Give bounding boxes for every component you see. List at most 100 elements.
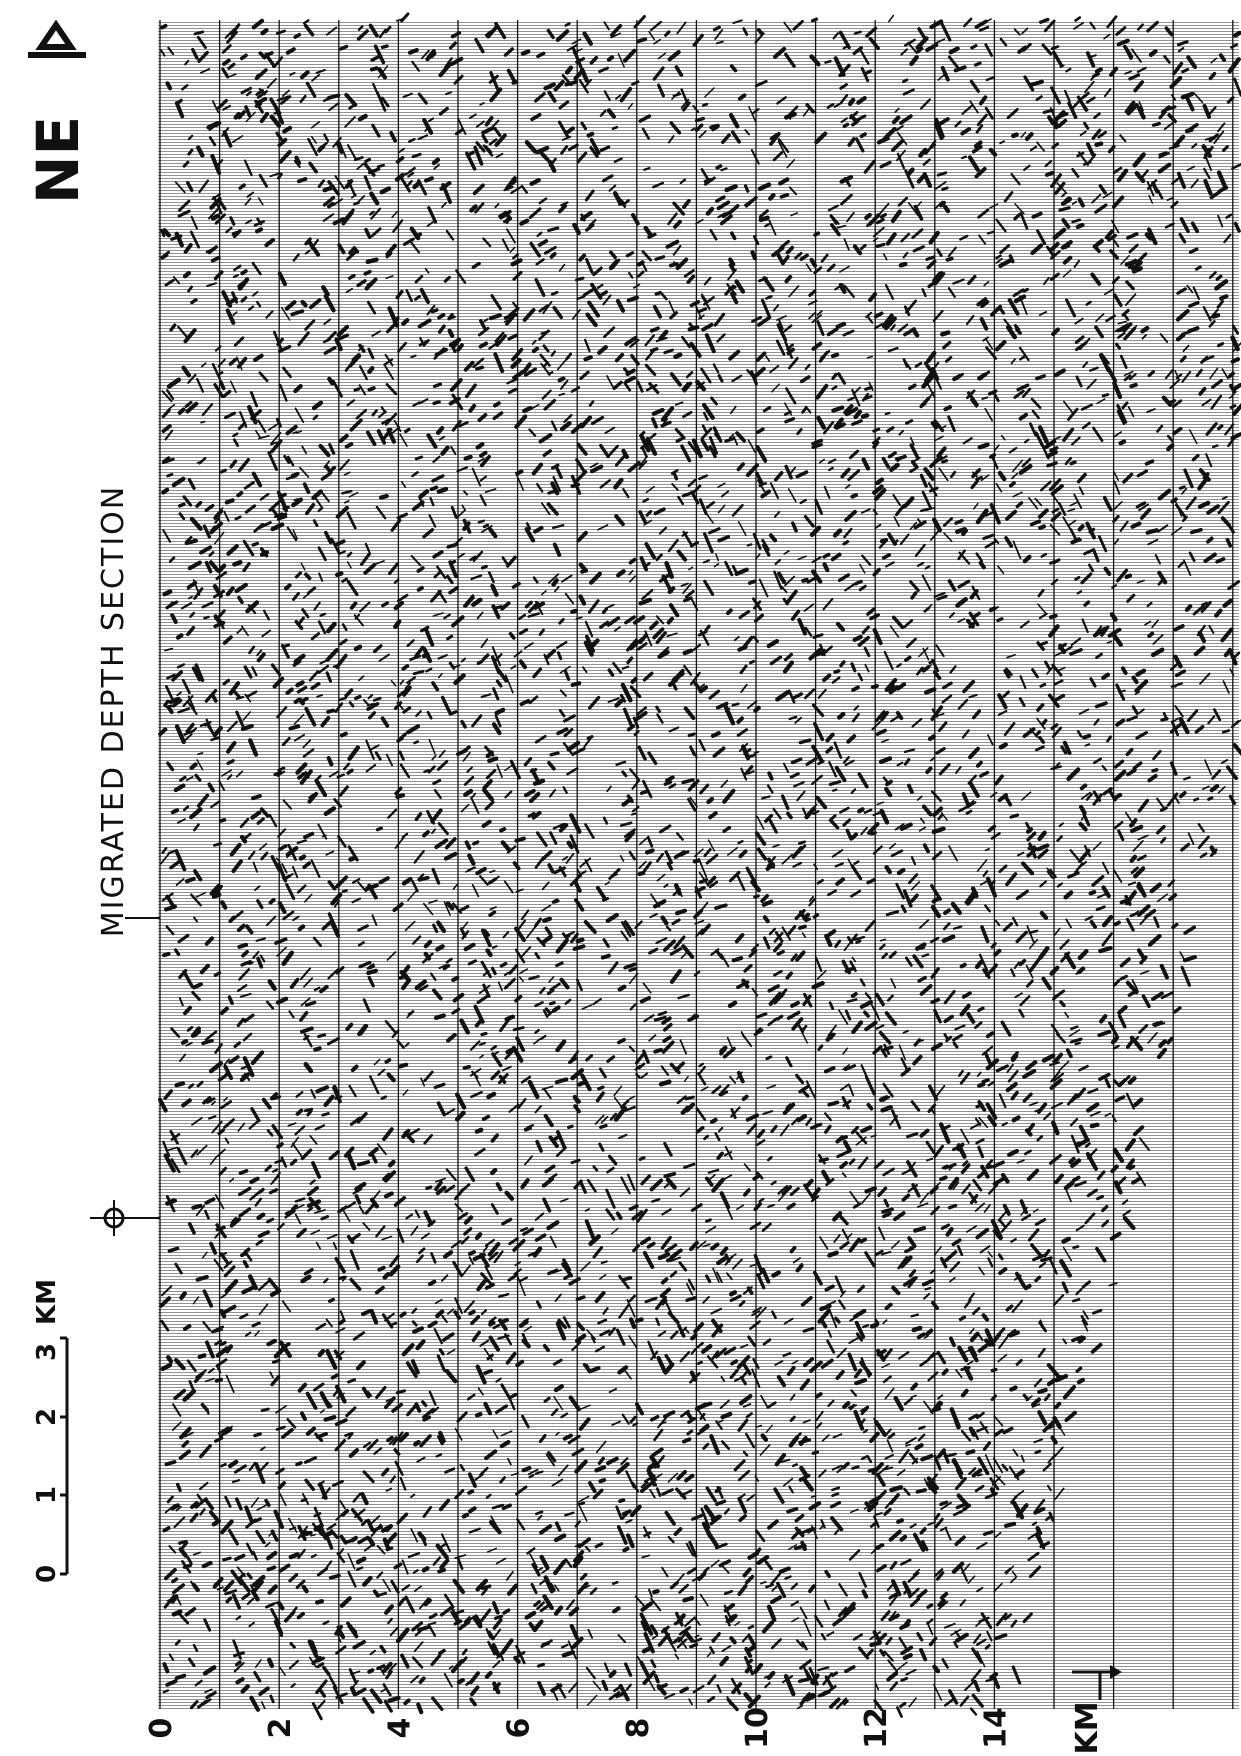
reflection [227, 1598, 230, 1601]
reflection [236, 517, 240, 519]
reflection [611, 1672, 615, 1676]
reflection [1084, 736, 1089, 738]
reflection [945, 407, 950, 409]
reflection [844, 542, 848, 544]
reflection [914, 1328, 921, 1330]
reflection [600, 1480, 604, 1481]
reflection [697, 118, 704, 120]
reflection [434, 160, 438, 163]
reflection [350, 858, 353, 859]
reflection [237, 1679, 242, 1682]
reflection [295, 35, 299, 37]
reflection [572, 611, 575, 612]
reflection [213, 258, 219, 261]
reflection [501, 829, 504, 831]
reflection [1085, 744, 1089, 745]
reflection [451, 562, 454, 564]
reflection [926, 689, 934, 692]
reflection [748, 544, 752, 545]
reflection [788, 813, 791, 817]
reflection [352, 1688, 355, 1694]
reflection [620, 1500, 624, 1501]
reflection [866, 71, 871, 73]
reflection [383, 603, 387, 606]
reflection [644, 1649, 649, 1652]
reflection [707, 1220, 711, 1221]
reflection [738, 718, 742, 721]
reflection [749, 1626, 753, 1628]
reflection [435, 384, 441, 386]
reflection [459, 1680, 463, 1682]
reflection [691, 1645, 697, 1647]
reflection [415, 1442, 418, 1444]
reflection [403, 320, 407, 324]
reflection [263, 30, 267, 33]
reflection [365, 272, 370, 274]
reflection [1073, 1299, 1079, 1301]
reflection [898, 1520, 902, 1522]
reflection [708, 799, 712, 802]
reflection [1090, 529, 1093, 532]
reflection [981, 563, 984, 568]
reflection [585, 357, 590, 359]
reflection [251, 1179, 257, 1182]
reflection [198, 1277, 207, 1280]
reflection [553, 900, 557, 902]
reflection [180, 1542, 186, 1544]
reflection [861, 1240, 865, 1242]
reflection [424, 1568, 428, 1570]
reflection [469, 1491, 472, 1493]
reflection [995, 951, 999, 955]
reflection [821, 1306, 829, 1309]
reflection [740, 95, 744, 98]
reflection [941, 1177, 946, 1179]
reflection [323, 1113, 329, 1115]
reflection [353, 1067, 357, 1071]
reflection [881, 215, 885, 218]
reflection [450, 331, 453, 336]
reflection [829, 1253, 836, 1256]
reflection [490, 1323, 493, 1325]
reflection [770, 195, 773, 198]
reflection [238, 493, 241, 496]
reflection [226, 1429, 231, 1432]
reflection [661, 1082, 669, 1085]
reflection [478, 444, 483, 447]
reflection [902, 1678, 907, 1680]
reflection [962, 157, 966, 158]
reflection [663, 1279, 667, 1282]
reflection [497, 710, 503, 713]
reflection [168, 1357, 171, 1361]
reflection [1014, 1117, 1019, 1120]
reflection [411, 356, 415, 357]
reflection [979, 1174, 983, 1177]
reflection [970, 624, 973, 627]
reflection [613, 127, 617, 128]
reflection [909, 786, 912, 792]
reflection [1209, 798, 1212, 799]
reflection [856, 581, 861, 583]
reflection [1189, 328, 1197, 331]
reflection [217, 1380, 221, 1381]
reflection [967, 1451, 973, 1453]
reflection [297, 1110, 301, 1113]
reflection [967, 811, 971, 813]
reflection [1043, 721, 1046, 725]
reflection [614, 1608, 618, 1611]
reflection [599, 1087, 603, 1089]
seismic-traces [158, 20, 1239, 1709]
reflection [302, 1499, 306, 1501]
reflection [426, 178, 432, 180]
reflection [912, 1385, 916, 1389]
reflection [857, 941, 860, 943]
reflection [559, 394, 564, 395]
reflection [800, 1440, 809, 1443]
reflection [1001, 745, 1006, 748]
reflection [327, 1533, 331, 1535]
reflection [171, 699, 179, 702]
reflection [234, 233, 237, 234]
reflection [674, 473, 676, 479]
reflection [927, 768, 930, 772]
reflection [1236, 385, 1241, 388]
reflection [382, 1097, 386, 1099]
